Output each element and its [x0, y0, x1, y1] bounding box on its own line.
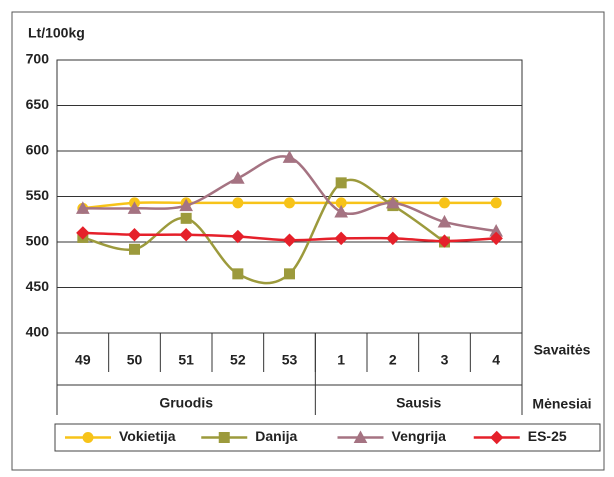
- point: [385, 195, 400, 209]
- point: [231, 229, 245, 244]
- x-axis-label: Savaitės: [534, 342, 591, 358]
- series-line: [82, 155, 497, 233]
- point: [232, 197, 244, 209]
- month-label: Gruodis: [159, 395, 213, 411]
- legend-box: [54, 423, 601, 452]
- x-tick-label: 49: [75, 352, 91, 368]
- legend-label: Vokietija: [119, 428, 176, 444]
- point: [386, 231, 400, 246]
- x-tick-label: 51: [178, 352, 194, 368]
- point: [179, 228, 193, 242]
- point: [437, 234, 452, 248]
- x-tick-label: 3: [441, 352, 449, 368]
- plot-border: [56, 59, 523, 334]
- y-tick-label: 550: [26, 187, 50, 203]
- y-tick-label: 500: [26, 233, 50, 249]
- y-tick-label: 400: [26, 324, 50, 340]
- y-tick-label: 450: [26, 278, 50, 294]
- point: [75, 201, 90, 214]
- legend-marker: [218, 432, 230, 443]
- legend-label: Vengrija: [392, 428, 447, 444]
- legend-label: Danija: [255, 428, 297, 444]
- month-label: Mėnesiai: [532, 396, 591, 412]
- legend-label: ES-25: [528, 428, 567, 444]
- x-tick-label: 52: [230, 352, 246, 368]
- point: [179, 198, 194, 212]
- point: [284, 197, 295, 209]
- y-tick-label: 600: [26, 142, 50, 158]
- frame: [11, 11, 605, 471]
- point: [232, 268, 244, 280]
- point: [439, 197, 450, 209]
- point: [282, 233, 297, 247]
- point: [180, 212, 192, 224]
- point: [282, 150, 297, 163]
- point: [284, 268, 295, 280]
- month-label: Sausis: [396, 395, 441, 411]
- legend-marker: [82, 432, 94, 443]
- point: [129, 243, 140, 255]
- y-tick-label: 650: [26, 96, 50, 112]
- point: [490, 197, 502, 209]
- point: [489, 231, 503, 246]
- x-tick-label: 2: [389, 352, 397, 368]
- point: [334, 204, 349, 218]
- point: [335, 177, 347, 189]
- x-tick-label: 53: [282, 352, 298, 368]
- point: [127, 201, 142, 214]
- point: [437, 214, 452, 228]
- point: [334, 231, 348, 246]
- x-tick-label: 1: [337, 352, 345, 368]
- x-tick-label: 50: [127, 352, 143, 368]
- legend-marker: [353, 430, 368, 443]
- y-axis-label: Lt/100kg: [28, 25, 85, 41]
- y-tick-label: 700: [26, 51, 50, 67]
- point: [76, 226, 90, 240]
- point: [127, 228, 142, 242]
- point: [230, 171, 245, 184]
- legend-marker: [490, 430, 504, 445]
- series-line: [82, 178, 446, 285]
- x-tick-label: 4: [492, 352, 500, 368]
